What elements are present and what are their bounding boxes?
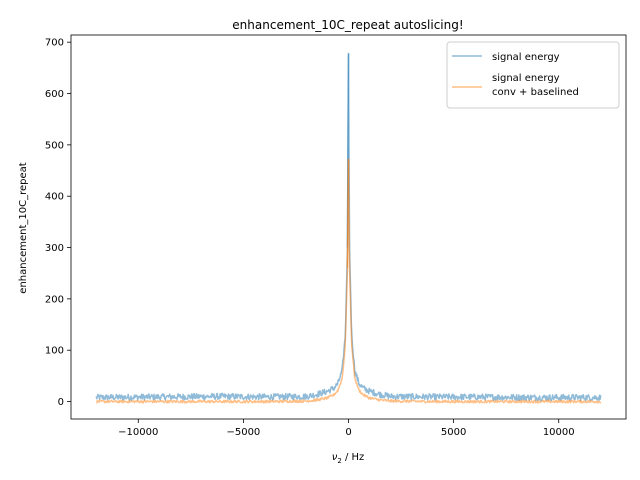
series-peak-segment [346,159,350,269]
series-layer [95,52,602,404]
chart-title: enhancement_10C_repeat autoslicing! [232,18,463,32]
y-axis-ticks: 0 100 200 300 400 500 600 700 [45,38,71,408]
x-axis-label-unit: / Hz [342,452,365,463]
x-axis-label: ν2 / Hz [332,452,365,465]
x-tick-label: −10000 [118,427,158,438]
y-tick-label: 700 [45,38,64,49]
x-tick-label: 5000 [441,427,466,438]
y-tick-label: 300 [45,243,64,254]
x-tick-label: 10000 [543,427,575,438]
legend-label-conv-baselined: signal energy conv + baselined [492,73,579,98]
x-axis-label-subscript: 2 [337,457,341,465]
y-tick-label: 500 [45,140,64,151]
x-tick-label: 0 [345,427,351,438]
legend-box [446,41,620,109]
x-axis-label-symbol: ν [332,452,338,463]
legend: signal energy signal energy conv + baseli… [446,41,620,109]
legend-label-line: signal energy [492,52,560,63]
y-axis-label: enhancement_10C_repeat [18,162,29,293]
y-tick-label: 0 [58,397,64,408]
legend-label-line: conv + baselined [492,87,579,98]
legend-label-line: signal energy [492,73,560,84]
series-line-signal-energy [95,52,602,402]
y-tick-label: 600 [45,89,64,100]
y-tick-label: 200 [45,294,64,305]
y-tick-label: 100 [45,346,64,357]
plot-area [70,34,627,420]
x-axis-ticks: −10000 −5000 0 5000 10000 [118,419,575,438]
y-tick-label: 400 [45,192,64,203]
legend-label-signal-energy: signal energy [492,52,560,63]
x-tick-label: −5000 [226,427,260,438]
